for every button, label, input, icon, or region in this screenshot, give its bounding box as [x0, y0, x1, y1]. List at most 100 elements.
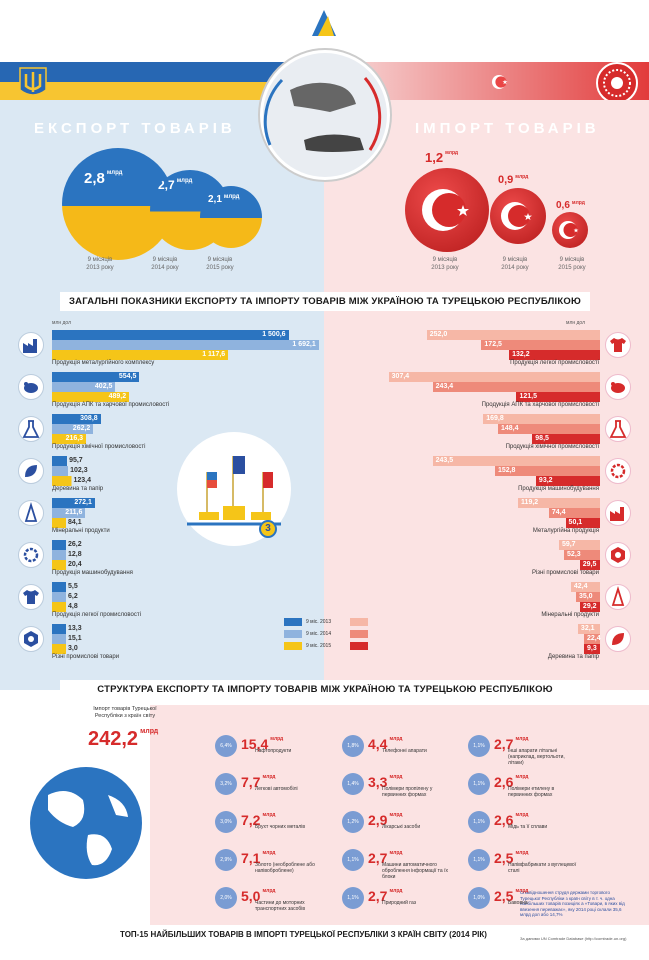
- legend-label: 9 міс. 2014: [306, 631, 332, 637]
- export-category-label: Продукція хімічної промисловості: [52, 444, 146, 450]
- export-bar: 1 692,1: [52, 340, 319, 350]
- export-bar: 402,5: [52, 382, 116, 392]
- export-bar: 123,4: [52, 476, 96, 486]
- cow-icon: [605, 374, 631, 400]
- factory-icon: [18, 332, 44, 358]
- import-category-label: Продукція хімічної промисловості: [505, 444, 599, 450]
- cow-icon: [18, 374, 44, 400]
- import-bar: 169,8: [483, 414, 600, 424]
- leaf-icon: [605, 626, 631, 652]
- export-bar: 13,3: [52, 624, 90, 634]
- import-caption-2015: 9 місяців 2015 року: [558, 257, 586, 271]
- import-bubble-2015: [552, 212, 588, 248]
- import-category-label: Металургійна продукція: [532, 528, 599, 534]
- oil-rig-icon: [605, 584, 631, 610]
- import-bar: 22,4: [584, 634, 601, 644]
- top15-label: Напівфабрикати з вуглецевої сталі: [508, 862, 577, 874]
- share-badge: 1,1%: [468, 773, 490, 795]
- top15-value: 7,2 млрд: [241, 812, 276, 828]
- shirt-icon: [18, 584, 44, 610]
- export-bar: 3,0: [52, 644, 90, 654]
- flask-icon: [18, 416, 44, 442]
- import-category-label: Різні промислові товари: [531, 570, 599, 576]
- export-bar: 554,5: [52, 372, 140, 382]
- export-unit-label: млн дол: [52, 320, 72, 326]
- top15-value: 2,7 млрд: [494, 736, 529, 752]
- top15-label: Нафтопродукти: [255, 748, 292, 754]
- import-bar: 252,0: [426, 330, 600, 340]
- share-badge: 1,8%: [342, 735, 364, 757]
- import-panel: [324, 100, 649, 690]
- turkey-import-value: 242,2 млрд: [88, 728, 159, 750]
- top15-value: 2,7 млрд: [368, 888, 403, 904]
- top15-label: Машини автоматичного оброблення інформац…: [382, 862, 448, 880]
- general-title: ЗАГАЛЬНІ ПОКАЗНИКИ ЕКСПОРТУ ТА ІМПОРТУ Т…: [60, 292, 590, 311]
- export-caption-2015: 9 місяців 2015 року: [206, 257, 234, 271]
- import-caption-2013: 9 місяців 2013 року: [431, 257, 459, 271]
- legend-swatch-export: [284, 642, 302, 650]
- export-caption-2013: 9 місяців 2013 року: [86, 257, 114, 271]
- share-badge: 1,1%: [342, 887, 364, 909]
- gear-icon: [18, 542, 44, 568]
- import-bar: 98,5: [532, 434, 600, 444]
- export-bar: 15,1: [52, 634, 90, 644]
- ukraine-flag-band: [0, 62, 290, 102]
- turkey-flag-icon: [422, 189, 469, 231]
- share-badge: 3,2%: [215, 773, 237, 795]
- export-bar: 6,2: [52, 592, 90, 602]
- top15-label: Брухт чорних металів: [255, 824, 305, 830]
- import-bar: 121,5: [516, 392, 600, 402]
- import-value-2014: 0,9 млрд: [498, 174, 529, 186]
- top15-value: 2,5 млрд: [494, 888, 529, 904]
- import-value-2015: 0,6 млрд: [556, 200, 585, 211]
- export-bar: 26,2: [52, 540, 90, 550]
- export-bar: 12,8: [52, 550, 90, 560]
- top15-value: 2,9 млрд: [368, 812, 403, 828]
- export-bar: 216,3: [52, 434, 87, 444]
- export-category-label: Продукція АПК та харчової промисловості: [52, 402, 170, 408]
- import-bar: 35,0: [575, 592, 600, 602]
- note-text: Співвідношення струдя держами торгового …: [520, 890, 625, 917]
- oil-rig-icon: [18, 500, 44, 526]
- top15-label: Телефонні апарати: [382, 748, 427, 754]
- legend-swatch-import: [350, 642, 368, 650]
- import-bar: 119,2: [518, 498, 600, 508]
- import-bar: 172,5: [481, 340, 600, 350]
- export-category-label: Продукція металургійного комплексу: [52, 360, 155, 366]
- import-bar: 74,4: [548, 508, 600, 518]
- podium-graphic: 3: [177, 432, 291, 546]
- import-bar: 42,4: [570, 582, 600, 592]
- export-bar: 84,1: [52, 518, 90, 528]
- import-category-label: Продукція легкої промисловості: [510, 360, 599, 366]
- import-bar: 29,5: [579, 560, 600, 570]
- import-category-label: Деревина та папір: [547, 654, 599, 660]
- legend-label: 9 міс. 2013: [306, 619, 332, 625]
- import-category-label: Продукція АПК та харчової промисловості: [481, 402, 599, 408]
- top15-label: Лікарські засоби: [382, 824, 421, 830]
- ministry-logo: [304, 6, 344, 44]
- import-unit-label: млн дол: [566, 320, 586, 326]
- top15-label: Інші апарати літальні (наприклад, вертол…: [508, 748, 565, 766]
- top15-value: 5,0 млрд: [241, 888, 276, 904]
- share-badge: 1,1%: [342, 849, 364, 871]
- export-bar: 20,4: [52, 560, 90, 570]
- top15-value: 2,5 млрд: [494, 850, 529, 866]
- shirt-icon: [605, 332, 631, 358]
- import-bar: 93,2: [535, 476, 600, 486]
- turkey-flag-icon: [501, 202, 532, 230]
- export-caption-2014: 9 місяців 2014 року: [151, 257, 179, 271]
- export-bar: 102,3: [52, 466, 93, 476]
- import-caption-2014: 9 місяців 2014 року: [501, 257, 529, 271]
- podium-rank-badge: 3: [259, 520, 277, 538]
- legend-label: 9 міс. 2015: [306, 643, 332, 649]
- turkish-emblem: [596, 62, 638, 104]
- export-bar: 1 500,6: [52, 330, 289, 340]
- gear-icon: [605, 458, 631, 484]
- top15-label: Бавовна: [508, 900, 528, 906]
- top15-value: 15,4 млрд: [241, 736, 284, 752]
- legend-swatch-export: [284, 618, 302, 626]
- import-bar: 50,1: [565, 518, 600, 528]
- export-bar: 272,1: [52, 498, 95, 508]
- export-bar: 4,8: [52, 602, 90, 612]
- export-category-label: Деревина та папір: [52, 486, 104, 492]
